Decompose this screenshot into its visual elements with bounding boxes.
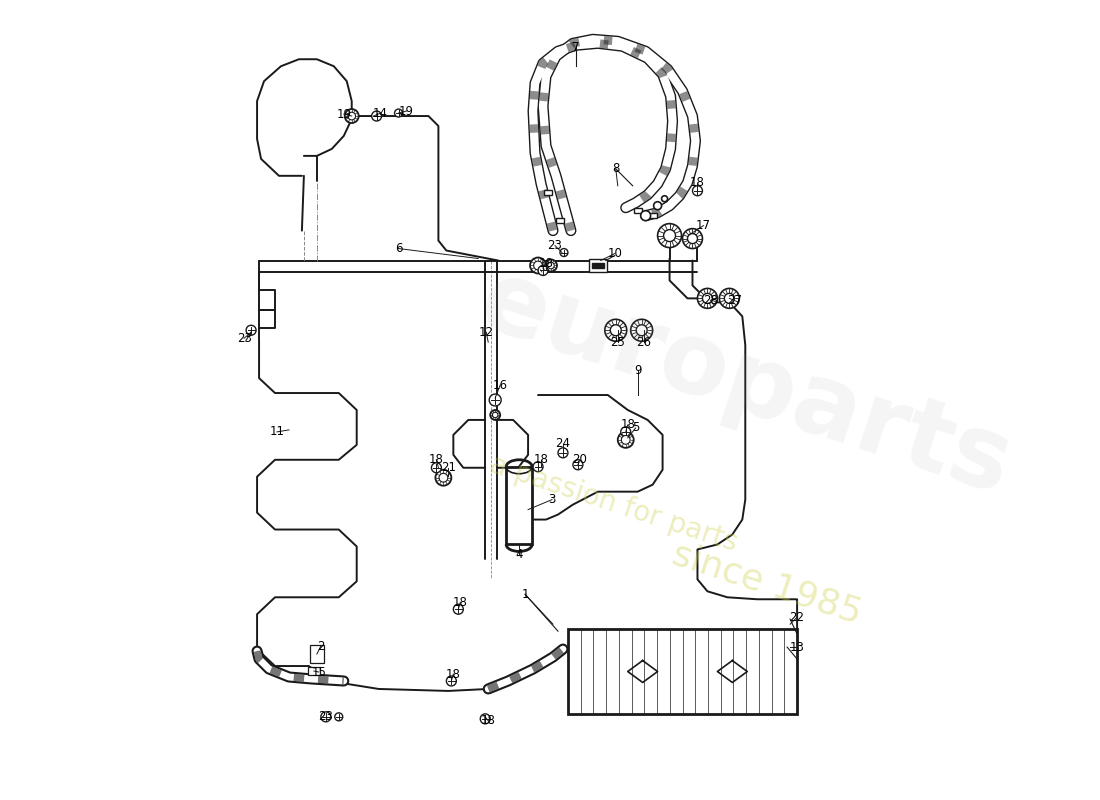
Text: 25: 25 [610, 336, 625, 349]
Circle shape [321, 712, 331, 722]
Circle shape [558, 448, 568, 458]
Circle shape [344, 109, 359, 123]
Text: 9: 9 [634, 364, 641, 377]
Circle shape [491, 410, 501, 420]
Circle shape [431, 462, 441, 473]
Text: 1: 1 [521, 588, 529, 601]
Circle shape [534, 261, 542, 270]
Bar [634, 208, 641, 213]
Circle shape [719, 289, 739, 308]
Circle shape [453, 604, 463, 614]
Bar [568, 629, 798, 714]
Text: 26: 26 [636, 336, 651, 349]
Text: 18: 18 [620, 418, 635, 431]
Circle shape [620, 427, 630, 437]
Circle shape [661, 196, 668, 202]
Text: 18: 18 [534, 454, 549, 466]
Circle shape [560, 249, 568, 257]
Text: 18: 18 [481, 714, 496, 727]
Circle shape [439, 474, 448, 482]
Circle shape [688, 234, 697, 243]
Circle shape [621, 435, 630, 444]
Text: 16: 16 [493, 378, 508, 391]
Text: 21: 21 [441, 462, 455, 474]
Text: 19: 19 [337, 107, 351, 121]
Bar [544, 190, 552, 195]
Circle shape [530, 258, 546, 274]
Circle shape [697, 289, 717, 308]
Text: 23: 23 [548, 239, 562, 252]
Circle shape [605, 319, 627, 342]
Text: 6: 6 [395, 242, 403, 255]
Text: 20: 20 [572, 454, 587, 466]
Circle shape [334, 713, 343, 721]
Circle shape [548, 262, 554, 269]
Text: 27: 27 [727, 294, 741, 307]
Circle shape [534, 462, 543, 472]
Text: 13: 13 [790, 641, 804, 654]
Circle shape [682, 229, 703, 249]
Text: 11: 11 [270, 426, 285, 438]
Circle shape [573, 460, 583, 470]
Bar [506, 466, 532, 545]
Circle shape [436, 470, 451, 486]
Text: a passion for parts: a passion for parts [486, 450, 741, 557]
Circle shape [544, 259, 557, 271]
Text: 22: 22 [790, 610, 804, 624]
Text: 5: 5 [632, 422, 639, 434]
Text: since 1985: since 1985 [668, 537, 867, 630]
Text: 7: 7 [572, 41, 580, 54]
Bar [649, 213, 657, 218]
Circle shape [725, 294, 735, 303]
Circle shape [618, 432, 634, 448]
Circle shape [372, 111, 382, 121]
Text: 10: 10 [607, 247, 623, 260]
Text: 18: 18 [429, 454, 444, 466]
Text: 23: 23 [236, 332, 252, 345]
Circle shape [447, 676, 456, 686]
Bar [308, 667, 320, 675]
Text: 15: 15 [311, 666, 327, 678]
Bar [310, 645, 323, 663]
Circle shape [703, 294, 713, 303]
Text: 14: 14 [373, 106, 388, 119]
Circle shape [610, 325, 621, 336]
Circle shape [640, 210, 650, 221]
Circle shape [658, 224, 682, 247]
Text: 12: 12 [478, 326, 494, 338]
Circle shape [348, 112, 355, 120]
Text: 18: 18 [690, 176, 705, 190]
Text: 24: 24 [556, 438, 571, 450]
Text: 19: 19 [399, 105, 414, 118]
Circle shape [630, 319, 652, 342]
Bar [592, 262, 604, 269]
Text: 23: 23 [318, 710, 333, 723]
Text: 2: 2 [317, 640, 324, 653]
Text: 4: 4 [516, 548, 522, 561]
Text: 17: 17 [696, 219, 711, 232]
Circle shape [481, 714, 491, 724]
Bar [556, 218, 564, 223]
Text: 18: 18 [453, 596, 468, 609]
Circle shape [693, 186, 703, 196]
Circle shape [246, 326, 256, 335]
Text: 18: 18 [539, 257, 553, 270]
Text: 8: 8 [612, 162, 619, 175]
Text: europarts: europarts [468, 253, 1023, 515]
Circle shape [490, 394, 502, 406]
Circle shape [493, 412, 498, 418]
Circle shape [663, 230, 675, 242]
Circle shape [538, 266, 548, 275]
Text: 3: 3 [548, 493, 556, 506]
Circle shape [653, 202, 661, 210]
Text: 18: 18 [446, 667, 461, 681]
Circle shape [636, 325, 647, 336]
Bar [588, 258, 607, 273]
Text: 28: 28 [703, 294, 718, 307]
Circle shape [395, 109, 403, 117]
